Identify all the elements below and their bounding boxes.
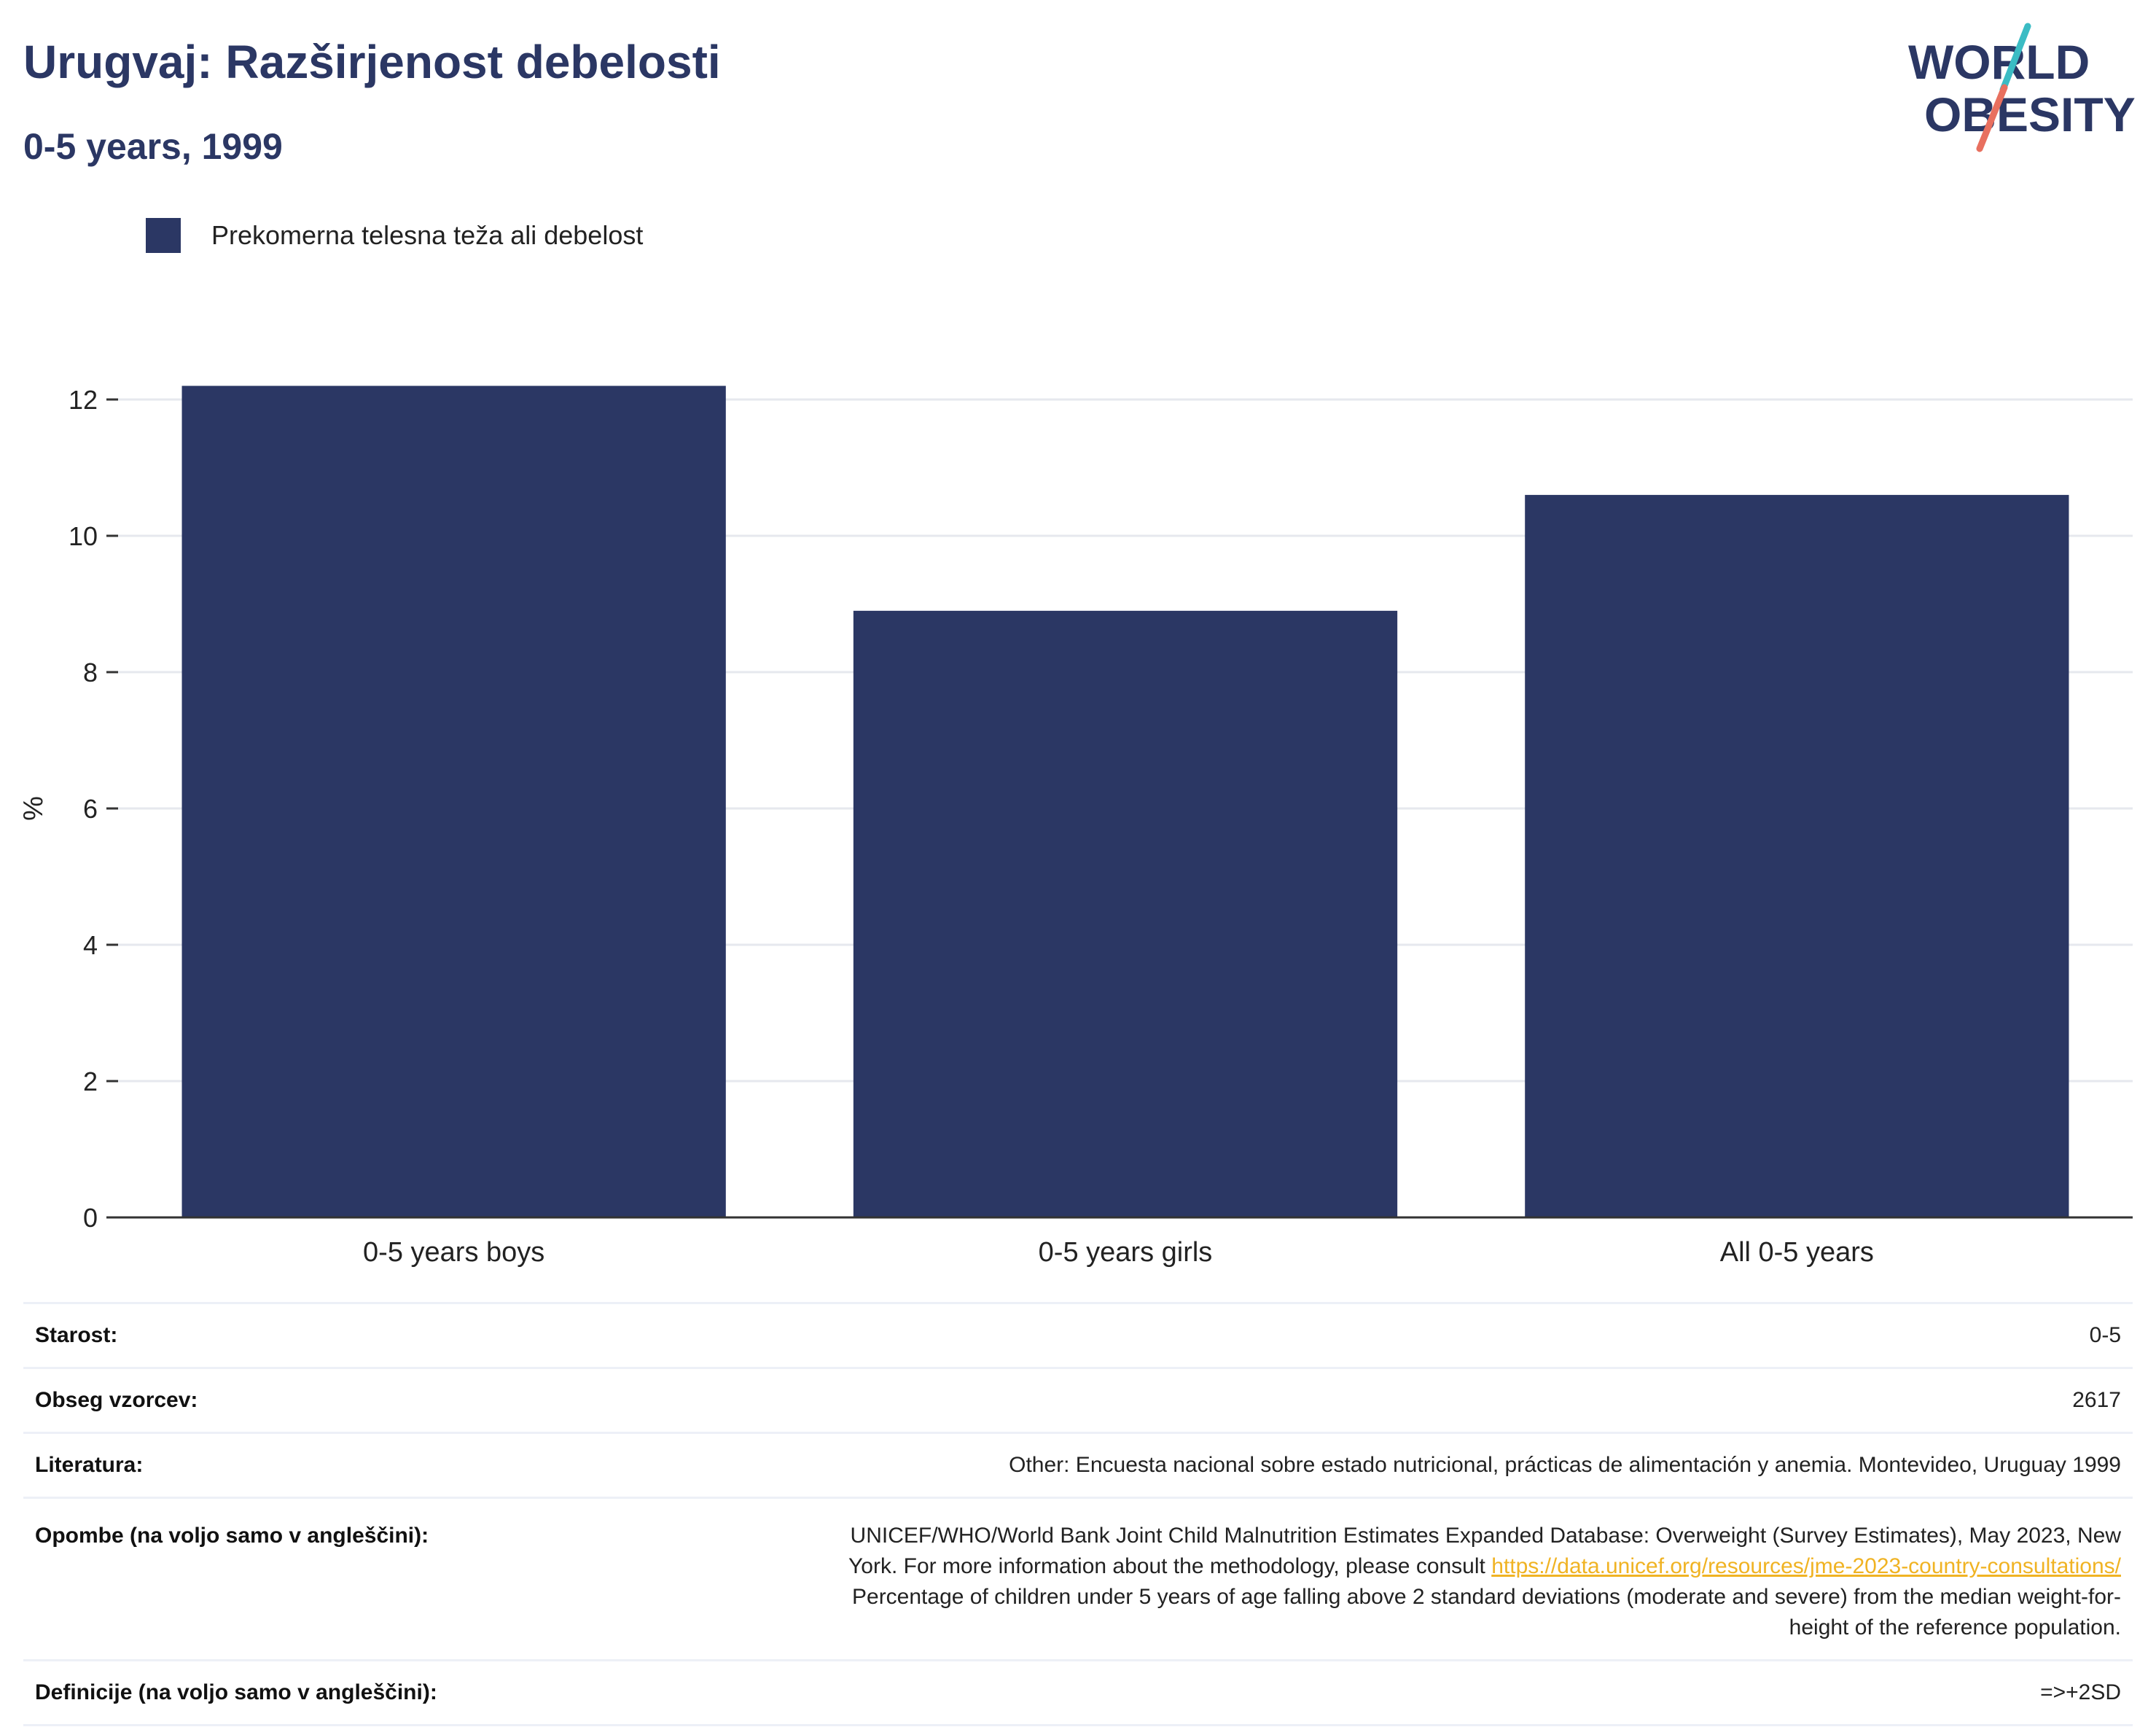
bars: [181, 386, 2069, 1217]
legend-swatch: [146, 218, 181, 253]
bar[interactable]: [1525, 494, 2069, 1217]
y-tick-label: 12: [69, 385, 98, 415]
notes-line-4: height of the reference population.: [1789, 1615, 2121, 1640]
y-tick-label: 2: [83, 1067, 98, 1096]
age-label: Starost:: [35, 1323, 118, 1347]
y-tick-label: 8: [83, 658, 98, 687]
info-row-age: Starost: 0-5: [23, 1303, 2133, 1368]
notes-line-3: Percentage of children under 5 years of …: [852, 1585, 2121, 1609]
notes-line-1: UNICEF/WHO/World Bank Joint Child Malnut…: [850, 1524, 2121, 1548]
y-tick-label: 6: [83, 794, 98, 824]
logo-slash-coral: [1976, 84, 2008, 152]
x-tick-label: All 0-5 years: [1720, 1237, 1874, 1268]
sample-size-label: Obseg vzorcev:: [35, 1388, 198, 1412]
chart-title: Urugvaj: Razširjenost debelosti: [23, 36, 721, 88]
info-row-notes: Opombe (na voljo samo v angleščini): UNI…: [23, 1497, 2133, 1661]
world-obesity-logo: WORLD OBESITY: [1908, 23, 2136, 152]
logo-text-world: WORLD: [1908, 35, 2090, 89]
definitions-label: Definicije (na voljo samo v angleščini):: [35, 1680, 437, 1704]
y-axis-label: %: [18, 796, 49, 821]
y-tick-label: 10: [69, 521, 98, 551]
notes-label: Opombe (na voljo samo v angleščini):: [35, 1524, 429, 1548]
info-row-definitions: Definicije (na voljo samo v angleščini):…: [23, 1660, 2133, 1726]
logo-text-obesity: OBESITY: [1924, 87, 2136, 141]
info-table: Starost: 0-5 Obseg vzorcev: 2617 Literat…: [23, 1302, 2133, 1726]
info-row-sample: Obseg vzorcev: 2617: [23, 1368, 2133, 1433]
age-value: 0-5: [2089, 1323, 2121, 1347]
notes-value: UNICEF/WHO/World Bank Joint Child Malnut…: [601, 1498, 2133, 1661]
methodology-link[interactable]: https://data.unicef.org/resources/jme-20…: [1491, 1554, 2121, 1578]
bar-chart: 0 2 4 6 8 10 12 0-5 years boys 0-5 years girls Al…: [18, 385, 2133, 1268]
axes: 0 2 4 6 8 10 12 0-5 years boys 0-5 years girls Al…: [69, 385, 2133, 1268]
literature-value: Other: Encuesta nacional sobre estado nu…: [1009, 1453, 2121, 1477]
bar[interactable]: [853, 610, 1398, 1217]
legend[interactable]: Prekomerna telesna teža ali debelost: [146, 217, 643, 254]
notes-line-2: York. For more information about the met…: [848, 1554, 1492, 1578]
bar[interactable]: [181, 386, 726, 1217]
literature-label: Literatura:: [35, 1453, 144, 1477]
info-row-literature: Literatura: Other: Encuesta nacional sob…: [23, 1432, 2133, 1498]
y-tick-label: 4: [83, 930, 98, 960]
chart-subtitle: 0-5 years, 1999: [23, 126, 283, 167]
x-tick-label: 0-5 years boys: [363, 1237, 544, 1268]
legend-label: Prekomerna telesna teža ali debelost: [211, 220, 644, 250]
sample-size-value: 2617: [2072, 1388, 2121, 1412]
y-tick-label: 0: [83, 1203, 98, 1233]
x-tick-label: 0-5 years girls: [1039, 1237, 1213, 1268]
definitions-value: =>+2SD: [2040, 1680, 2121, 1704]
logo-slash-teal: [1999, 23, 2031, 93]
